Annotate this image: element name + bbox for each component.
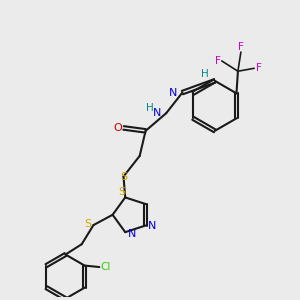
Text: N: N bbox=[128, 229, 136, 238]
Text: N: N bbox=[169, 88, 177, 98]
Text: N: N bbox=[148, 220, 156, 230]
Text: S: S bbox=[120, 172, 127, 182]
Text: S: S bbox=[118, 187, 125, 197]
Text: H: H bbox=[146, 103, 154, 113]
Text: F: F bbox=[215, 56, 221, 66]
Text: S: S bbox=[85, 219, 92, 229]
Text: O: O bbox=[114, 123, 123, 133]
Text: H: H bbox=[201, 69, 208, 79]
Text: F: F bbox=[238, 42, 244, 52]
Text: N: N bbox=[153, 108, 161, 118]
Text: F: F bbox=[256, 63, 262, 73]
Text: Cl: Cl bbox=[100, 262, 111, 272]
